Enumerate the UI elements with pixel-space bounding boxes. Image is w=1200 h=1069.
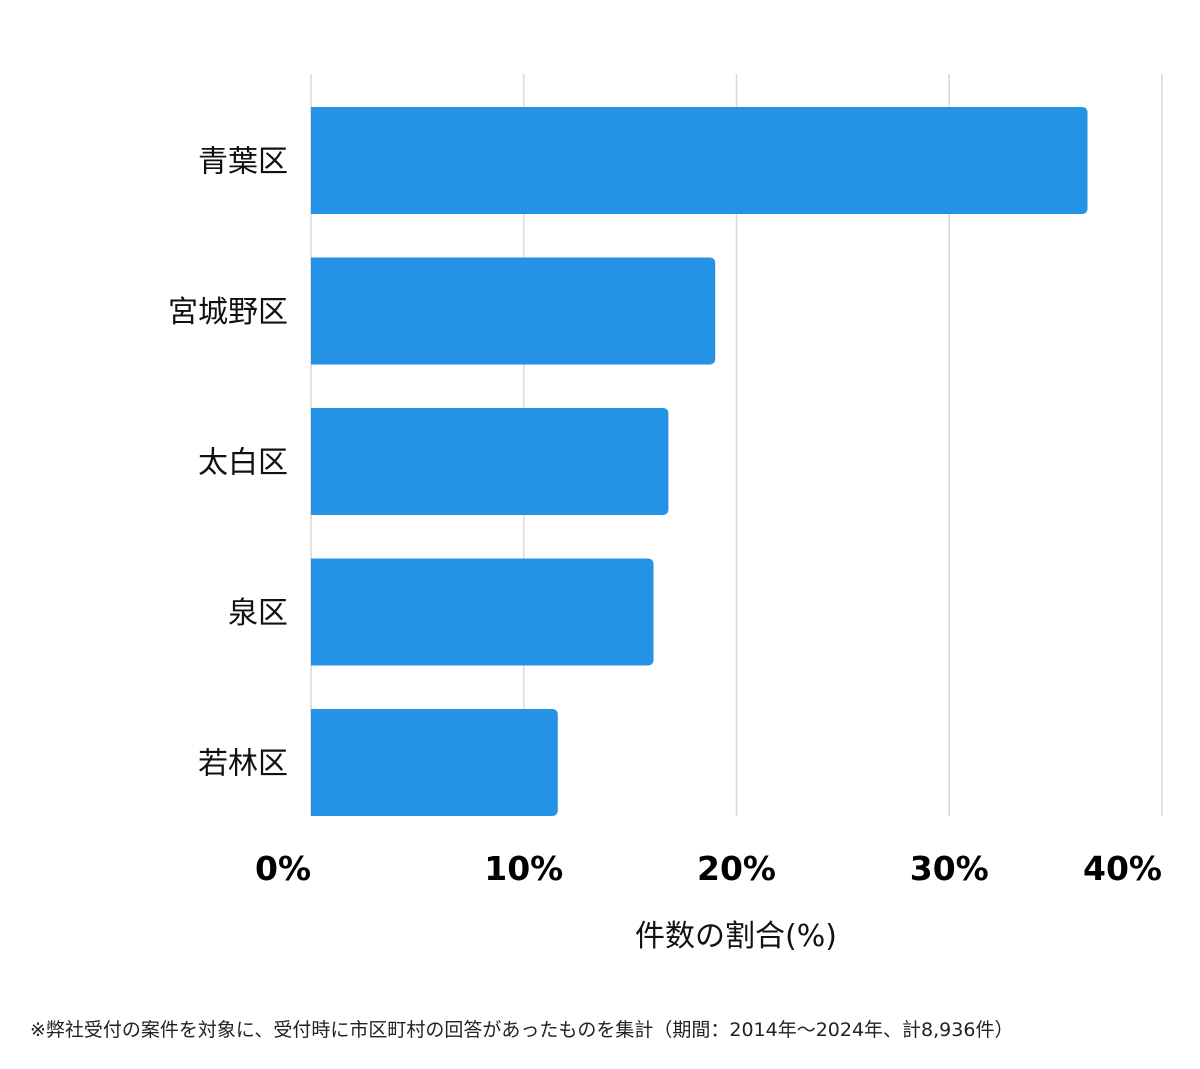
bar (311, 107, 1088, 214)
x-tick-labels: 0% 10% 20% 30% 40% (255, 849, 1162, 888)
x-tick-label: 0% (255, 849, 311, 888)
category-label: 太白区 (198, 446, 288, 481)
bar (311, 408, 669, 515)
bar (311, 558, 654, 666)
bars (311, 107, 1088, 816)
bar (311, 709, 558, 816)
category-label: 若林区 (198, 747, 288, 782)
category-label: 宮城野区 (168, 295, 288, 330)
x-tick-label: 30% (910, 849, 989, 888)
x-tick-label: 40% (1083, 849, 1162, 888)
category-label: 泉区 (228, 596, 288, 631)
x-tick-label: 10% (484, 849, 563, 888)
category-label: 青葉区 (198, 145, 288, 180)
bar (311, 257, 716, 365)
x-tick-label: 20% (697, 849, 776, 888)
x-axis-title: 件数の割合(%) (635, 919, 837, 954)
footnote: ※弊社受付の案件を対象に、受付時に市区町村の回答があったものを集計（期間：201… (30, 1019, 1014, 1041)
